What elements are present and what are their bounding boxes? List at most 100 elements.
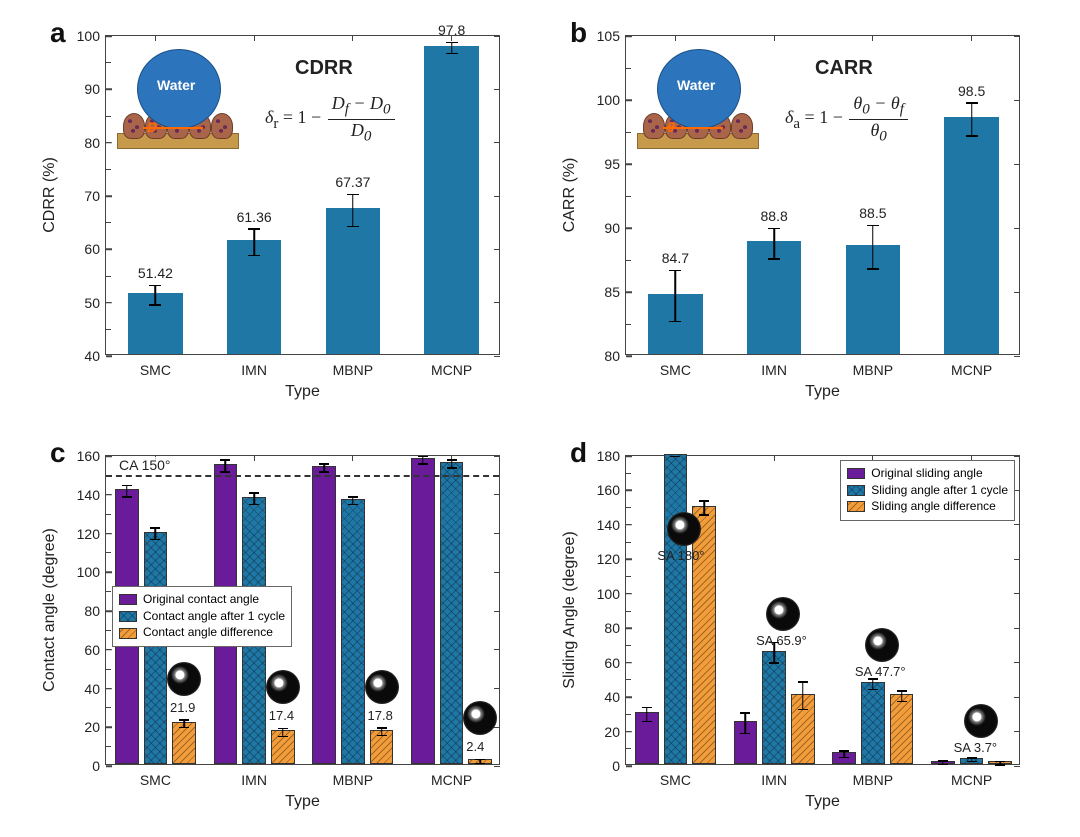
sa-label: SA 180°	[657, 548, 704, 563]
yminor	[106, 611, 111, 612]
errorbar-cap	[149, 304, 161, 306]
ytick: 140	[597, 517, 626, 533]
ytick-right	[1014, 593, 1020, 594]
ytick-right	[494, 356, 500, 357]
ytick-right	[1014, 456, 1020, 457]
legend-item: Contact angle difference	[119, 625, 285, 641]
yminor	[106, 169, 111, 170]
ytick: 160	[597, 482, 626, 498]
errorbar-cap	[966, 102, 978, 104]
errorbar	[872, 225, 874, 269]
errorbar-cap	[967, 757, 977, 759]
diagram-measure-line	[663, 127, 723, 129]
bar-series-1	[144, 532, 168, 765]
yminor	[626, 524, 631, 525]
errorbar	[155, 285, 157, 304]
ytick: 100	[77, 28, 106, 44]
ytick-right	[494, 727, 500, 728]
errorbar-cap	[447, 459, 457, 461]
errorbar	[225, 460, 227, 472]
bar-series-1	[762, 651, 786, 764]
errorbar-cap	[278, 728, 288, 730]
subplot-label: c	[50, 437, 66, 469]
yminor	[106, 688, 111, 689]
ytick-right	[494, 302, 500, 303]
errorbar-cap	[699, 500, 709, 502]
errorbar-cap	[150, 527, 160, 529]
yminor	[626, 456, 631, 457]
errorbar-cap	[149, 285, 161, 287]
figure-root: 405060708090100SMCIMNMBNPMCNP51.4261.366…	[0, 0, 1080, 837]
errorbar-cap	[897, 701, 907, 703]
errorbar	[971, 103, 973, 136]
yminor	[626, 164, 631, 165]
bar-series-1	[341, 499, 365, 764]
legend-swatch	[847, 485, 865, 496]
yminor	[106, 142, 111, 143]
xtick-label: IMN	[761, 354, 787, 378]
ytick-right	[1014, 766, 1020, 767]
diff-value-label: 17.8	[368, 708, 393, 723]
yminor	[106, 572, 111, 573]
ytick-right	[494, 89, 500, 90]
xlabel: Type	[805, 793, 840, 811]
bar-series-1	[440, 462, 464, 764]
errorbar-cap	[670, 456, 680, 458]
errorbar-cap	[122, 496, 132, 498]
errorbar-cap	[839, 757, 849, 759]
legend-item: Original sliding angle	[847, 466, 1008, 482]
yminor	[626, 324, 631, 325]
droplet-photo-icon	[865, 628, 899, 662]
bar-value-label: 61.36	[237, 209, 272, 225]
bar-series-0	[411, 458, 435, 764]
bar-series-1	[861, 682, 885, 764]
xtick-top	[254, 35, 255, 41]
errorbar-cap	[839, 750, 849, 752]
ytick: 40	[604, 689, 626, 705]
xtick-label: MCNP	[951, 354, 992, 378]
xtick-label: MCNP	[951, 764, 992, 788]
subplot-label: a	[50, 17, 66, 49]
ylabel: CDRR (%)	[41, 157, 59, 233]
yminor	[106, 62, 111, 63]
ytick-right	[1014, 292, 1020, 293]
yminor	[626, 766, 631, 767]
ytick: 85	[604, 284, 626, 300]
ytick: 100	[597, 586, 626, 602]
ytick: 80	[84, 135, 106, 151]
yminor	[626, 490, 631, 491]
ytick: 70	[84, 188, 106, 204]
errorbar-cap	[347, 194, 359, 196]
errorbar-cap	[446, 53, 458, 55]
yminor	[106, 89, 111, 90]
ytick-right	[494, 533, 500, 534]
ytick-right	[494, 649, 500, 650]
ytick-right	[1014, 697, 1020, 698]
bar	[227, 240, 281, 354]
xtick-label: SMC	[660, 354, 691, 378]
ytick-right	[494, 611, 500, 612]
ytick-right	[1014, 524, 1020, 525]
surface-bump	[123, 113, 145, 139]
yminor	[106, 36, 111, 37]
errorbar-cap	[377, 727, 387, 729]
errorbar-cap	[319, 463, 329, 465]
yminor	[626, 356, 631, 357]
yminor	[626, 507, 631, 508]
yminor	[106, 552, 111, 553]
yminor	[626, 748, 631, 749]
errorbar	[675, 270, 677, 321]
ytick-right	[1014, 662, 1020, 663]
errorbar	[451, 42, 453, 53]
errorbar-cap	[897, 690, 907, 692]
legend-item: Sliding angle difference	[847, 499, 1008, 515]
bar	[944, 117, 998, 354]
plot-area: 020406080100120140160180SMCIMNMBNPMCNPOr…	[625, 455, 1020, 765]
ytick-right	[1014, 164, 1020, 165]
bar-series-0	[312, 466, 336, 764]
diff-value-label: 2.4	[466, 739, 484, 754]
droplet-photo-icon	[964, 704, 998, 738]
errorbar-cap	[475, 763, 485, 765]
legend-label: Original contact angle	[143, 592, 259, 608]
yminor	[626, 100, 631, 101]
